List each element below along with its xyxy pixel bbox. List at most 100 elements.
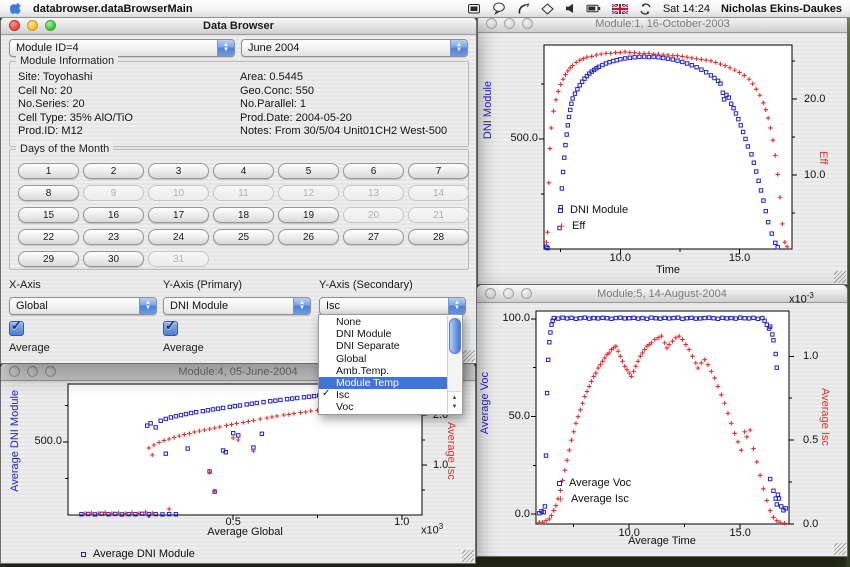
close-button[interactable] — [9, 366, 20, 377]
menu-item-isc[interactable]: ✓ Isc — [319, 388, 448, 402]
window-lights[interactable] — [485, 288, 532, 299]
zoom-button[interactable] — [45, 20, 56, 31]
menubar-user[interactable]: Nicholas Ekins-Daukes — [720, 2, 842, 15]
close-button[interactable] — [486, 18, 497, 29]
legend-entry: + Average Isc — [557, 493, 629, 505]
zoom-button[interactable] — [521, 288, 532, 299]
close-button[interactable] — [485, 288, 496, 299]
scrollbar-arrows[interactable]: ▲ ▼ — [448, 391, 461, 413]
display-icon[interactable] — [467, 3, 481, 15]
window-lights[interactable] — [9, 366, 56, 377]
day-button-29[interactable]: 29 — [18, 251, 79, 267]
x-tick-label: 1.0 — [394, 516, 410, 528]
day-button-6[interactable]: 6 — [343, 163, 404, 179]
scroll-down-icon[interactable]: ▼ — [451, 403, 458, 410]
window-lights[interactable] — [9, 20, 56, 31]
day-button-1[interactable]: 1 — [18, 163, 79, 179]
flag-uk-icon[interactable] — [611, 3, 628, 14]
left-tick-label: 500.0 — [510, 132, 538, 145]
dropdown-scrollbar[interactable]: ▲ ▼ — [447, 316, 461, 413]
resize-grip[interactable] — [462, 550, 474, 562]
legend-label: DNI Module — [570, 204, 629, 216]
day-button-2[interactable]: 2 — [83, 163, 144, 179]
minimize-button[interactable] — [504, 18, 515, 29]
y1-average-checkbox[interactable]: ✓ — [163, 318, 178, 336]
day-button-22[interactable]: 22 — [18, 229, 79, 245]
day-button-28[interactable]: 28 — [408, 229, 469, 245]
day-button-26[interactable]: 26 — [278, 229, 339, 245]
airport-icon[interactable] — [541, 2, 554, 15]
day-button-3[interactable]: 3 — [148, 163, 209, 179]
titlebar-data-browser[interactable]: Data Browser — [1, 17, 476, 35]
day-button-15[interactable]: 15 — [18, 207, 79, 223]
menu-item-amb-temp-[interactable]: Amb.Temp. — [319, 365, 448, 377]
x-average-checkbox[interactable]: ✓ — [9, 318, 24, 336]
scrollbar-thumb[interactable] — [449, 318, 461, 354]
window-chart-module4: Module:4, 05-June-2004 0.51.0500.02.01.0… — [0, 362, 476, 564]
menu-item-dni-separate[interactable]: DNI Separate — [319, 340, 448, 352]
module-info-group: Module Information Site: Toyohashi Cell N… — [9, 55, 469, 147]
day-button-7[interactable]: 7 — [408, 163, 469, 179]
menu-item-label: Isc — [336, 389, 350, 402]
day-button-8[interactable]: 8 — [18, 185, 79, 201]
y2-axis-popup[interactable]: Isc ▲ ▼ — [319, 297, 466, 315]
close-button[interactable] — [9, 20, 20, 31]
day-button-5[interactable]: 5 — [278, 163, 339, 179]
menubar-clock[interactable]: Sat 14:24 — [662, 2, 710, 15]
day-button-17[interactable]: 17 — [148, 207, 209, 223]
minimize-button[interactable] — [503, 288, 514, 299]
day-button-23[interactable]: 23 — [83, 229, 144, 245]
y2-axis-popup-value: Isc — [326, 300, 341, 312]
right-tick-label: 0.5 — [803, 433, 819, 446]
resize-grip[interactable] — [834, 543, 846, 555]
day-button-27[interactable]: 27 — [343, 229, 404, 245]
square-marker-icon — [81, 551, 86, 557]
day-button-16[interactable]: 16 — [83, 207, 144, 223]
chart-plot — [539, 44, 797, 254]
menu-item-none[interactable]: None — [319, 316, 448, 328]
x-tick-label: 10.0 — [609, 252, 631, 264]
menubar-app-title[interactable]: databrowser.dataBrowserMain — [33, 2, 193, 15]
titlebar-module1[interactable]: Module:1, 16-October-2003 — [478, 15, 847, 33]
titlebar-module5[interactable]: Module:5, 14-August-2004 — [477, 285, 847, 303]
chart-plot — [63, 383, 427, 520]
y1-axis-popup[interactable]: DNI Module ▲ ▼ — [163, 297, 311, 315]
menu-item-voc[interactable]: Voc — [319, 401, 448, 413]
window-title: Module:5, 14-August-2004 — [597, 287, 727, 300]
month-popup[interactable]: June 2004 ▲ ▼ — [241, 39, 468, 57]
scroll-up-icon[interactable]: ▲ — [451, 394, 458, 401]
window-lights[interactable] — [486, 18, 533, 29]
day-button-30[interactable]: 30 — [83, 251, 144, 267]
resize-grip[interactable] — [834, 271, 846, 283]
chat-icon[interactable] — [492, 2, 506, 15]
day-button-24[interactable]: 24 — [148, 229, 209, 245]
day-button-4[interactable]: 4 — [213, 163, 274, 179]
x-axis-popup[interactable]: Global ▲ ▼ — [9, 297, 157, 315]
module-info-row: Area: 0.5445 — [240, 71, 303, 83]
day-button-25[interactable]: 25 — [213, 229, 274, 245]
menu-item-dni-module[interactable]: DNI Module — [319, 328, 448, 340]
sync-icon[interactable] — [639, 2, 652, 15]
menu-item-global[interactable]: Global — [319, 353, 448, 365]
x-axis-label: X-Axis — [9, 279, 41, 291]
menu-item-module-temp[interactable]: Module Temp — [319, 376, 448, 390]
day-button-18[interactable]: 18 — [213, 207, 274, 223]
apple-icon[interactable] — [10, 2, 23, 16]
volume-icon[interactable] — [565, 3, 575, 14]
legend-label: Average DNI Module — [93, 548, 195, 560]
module-info-row: Geo.Conc: 550 — [240, 84, 314, 97]
zoom-button[interactable] — [522, 18, 533, 29]
resize-grip[interactable] — [463, 350, 475, 362]
left-tick-label: 50.0 — [508, 410, 530, 423]
phone-icon[interactable] — [517, 2, 530, 15]
minimize-button[interactable] — [27, 366, 38, 377]
window-chart-module5: Module:5, 14-August-2004 10.0 15.0 100.0 50… — [476, 284, 848, 557]
day-button-14: 14 — [408, 185, 469, 201]
module-info-row: No.Parallel: 1 — [240, 98, 307, 111]
minimize-button[interactable] — [27, 20, 38, 31]
day-button-19[interactable]: 19 — [278, 207, 339, 223]
zoom-button[interactable] — [45, 366, 56, 377]
battery-icon[interactable] — [586, 3, 601, 14]
module-id-popup[interactable]: Module ID=4 ▲ ▼ — [9, 39, 235, 57]
window-data-browser: Data Browser Module ID=4 ▲ ▼ June 2004 ▲ ▼… — [0, 16, 477, 364]
